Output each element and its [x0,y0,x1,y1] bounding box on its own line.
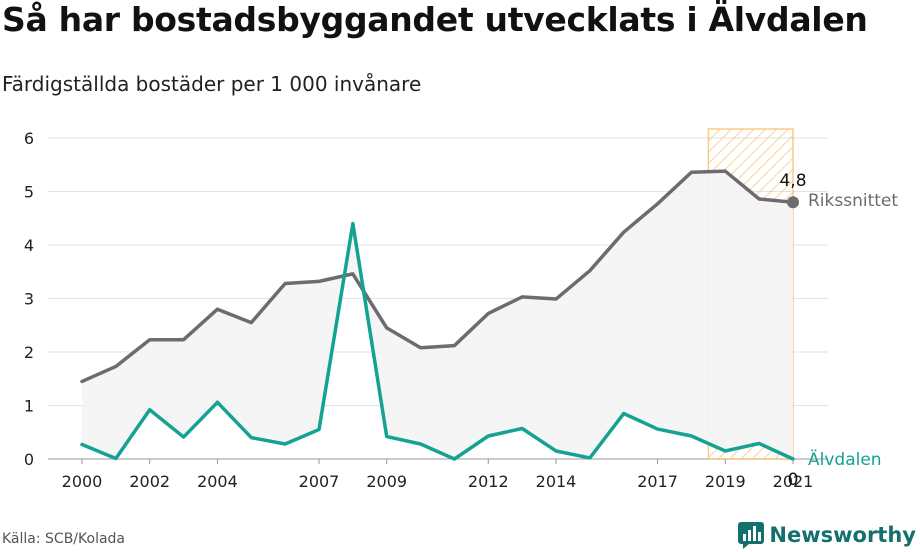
chart-title: Så har bostadsbyggandet utvecklats i Älv… [2,0,868,39]
label-layer: Rikssnittet Älvdalen 4,8 0 [779,171,898,490]
source-note: Källa: SCB/Kolada [2,531,126,547]
newsworthy-logo-icon [738,522,765,549]
x-tick-label: 2012 [468,472,509,491]
brand-logo: Newsworthy [737,518,916,552]
x-tick-label: 2000 [62,472,103,491]
y-tick-label: 4 [24,236,34,255]
data-label-alvdalen-end: 0 [788,470,799,490]
y-tick-label: 0 [24,450,34,469]
brand-name: Newsworthy [769,523,916,547]
y-tick-label: 5 [24,183,34,202]
x-tick-label: 2009 [366,472,407,491]
series-line-rikssnittet [80,169,795,384]
y-tick-label: 3 [24,290,34,309]
series-layer [80,169,799,461]
x-tick-label: 2007 [299,472,340,491]
series-label-alvdalen: Älvdalen [808,449,882,470]
y-tick-label: 6 [24,129,34,148]
x-tick-label: 2019 [705,472,746,491]
x-tick-label: 2004 [197,472,238,491]
data-label-rikssnittet-end: 4,8 [779,171,806,191]
x-tick-label: 2021 [773,472,814,491]
area-layer [82,171,793,460]
axis-layer: 0 1 2 3 4 5 6 2000 2002 2004 2007 2009 2012 2014 2017 2… [24,129,814,491]
chart-subtitle: Färdigställda bostäder per 1 000 invånar… [2,72,422,96]
y-tick-label: 2 [24,343,34,362]
series-line-alvdalen [80,221,795,461]
end-point-marker [787,196,799,209]
y-tick-label: 1 [24,397,34,416]
x-tick-label: 2014 [536,472,577,491]
x-tick-label: 2017 [637,472,678,491]
series-label-rikssnittet: Rikssnittet [808,191,898,211]
area-between-series [82,171,793,460]
x-tick-label: 2002 [129,472,170,491]
